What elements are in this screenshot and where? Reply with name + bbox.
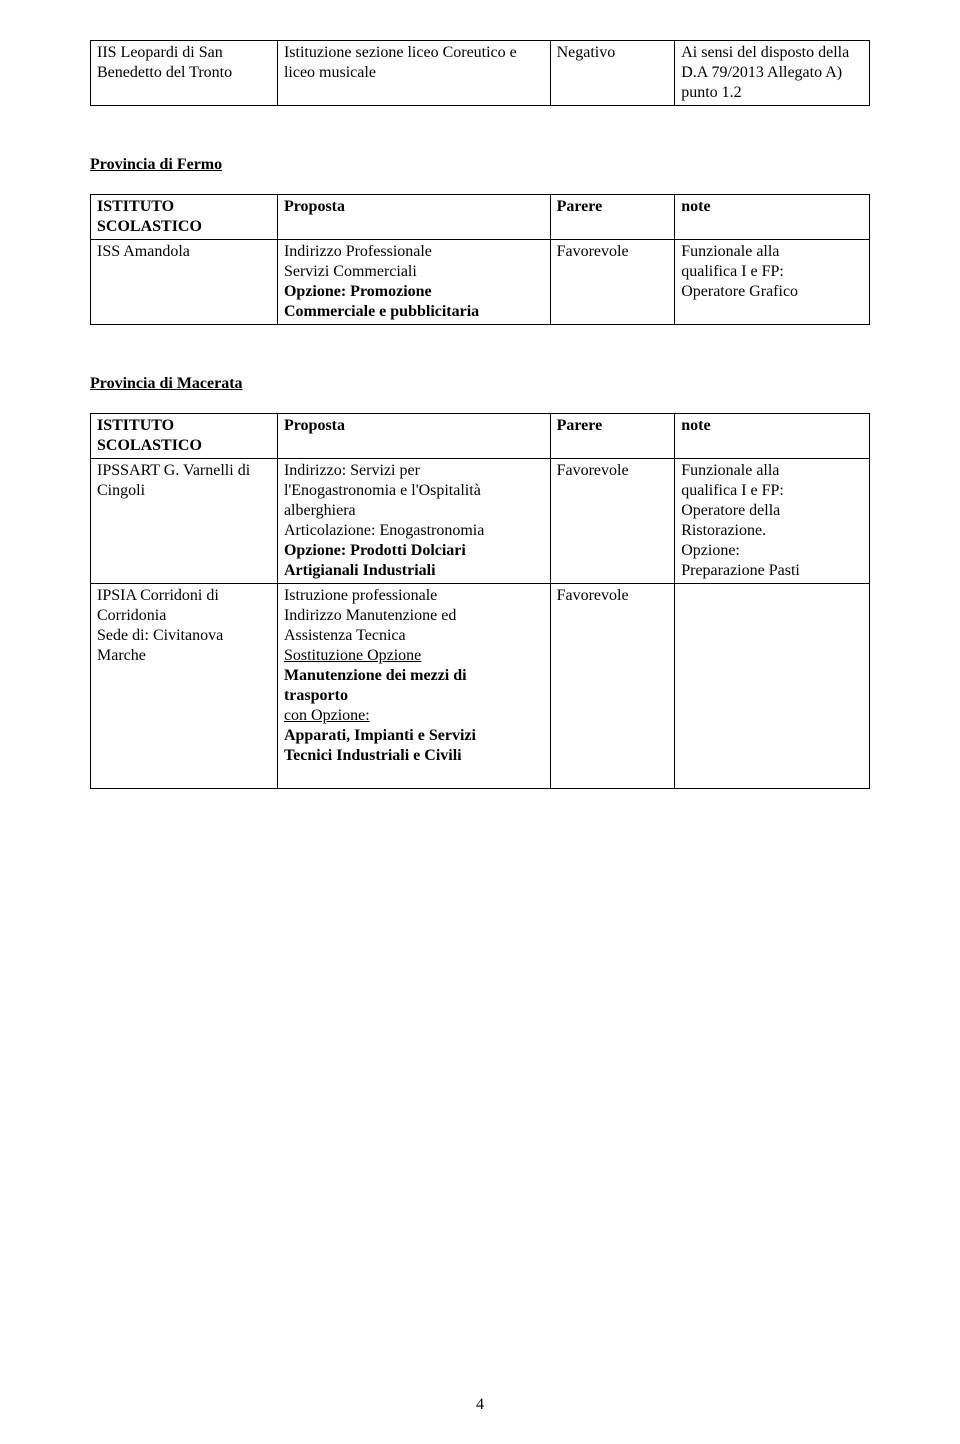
text-bold: Apparati, Impianti e Servizi [284,727,476,744]
cell-note: Funzionale alla qualifica I e FP: Operat… [675,240,870,325]
table-header-row: ISTITUTO SCOLASTICO Proposta Parere note [91,195,870,240]
cell-institute: ISS Amandola [91,240,278,325]
text-line: Preparazione Pasti [681,562,800,579]
header-note: note [675,195,870,240]
header-label: Parere [557,417,603,434]
header-parere: Parere [550,195,675,240]
text-line: Opzione: [681,542,740,559]
cell-proposta: Istituzione sezione liceo Coreutico e li… [277,41,550,106]
heading-macerata: Provincia di Macerata [90,375,870,393]
text-line: qualifica I e FP: [681,482,784,499]
cell-note: Ai sensi del disposto della D.A 79/2013 … [675,41,870,106]
header-proposta: Proposta [277,195,550,240]
header-label: Proposta [284,198,345,215]
header-parere: Parere [550,414,675,459]
header-note: note [675,414,870,459]
text-bold: trasporto [284,687,348,704]
cell-proposta: Indirizzo Professionale Servizi Commerci… [277,240,550,325]
table-macerata: ISTITUTO SCOLASTICO Proposta Parere note… [90,413,870,789]
text-underline: con Opzione: [284,707,370,724]
text-line: Indirizzo: Servizi per [284,462,420,479]
text-bold: Opzione: Promozione [284,283,432,300]
text-line: qualifica I e FP: [681,263,784,280]
cell-institute: IPSSART G. Varnelli di Cingoli [91,459,278,584]
header-label: Proposta [284,417,345,434]
text-line: Ristorazione. [681,522,766,539]
cell-proposta: Indirizzo: Servizi per l'Enogastronomia … [277,459,550,584]
text-underline: Sostituzione Opzione [284,647,421,664]
text-line: Operatore Grafico [681,283,798,300]
text-line: Indirizzo Professionale [284,243,432,260]
cell-note [675,584,870,789]
text-line: Funzionale alla [681,243,779,260]
text-line: Indirizzo Manutenzione ed [284,607,456,624]
header-istituto: ISTITUTO SCOLASTICO [91,195,278,240]
heading-fermo: Provincia di Fermo [90,156,870,174]
page: IIS Leopardi di San Benedetto del Tronto… [0,0,960,1444]
text-bold: Opzione: Prodotti Dolciari [284,542,466,559]
cell-proposta: Istruzione professionale Indirizzo Manut… [277,584,550,789]
table-row: IPSIA Corridoni di Corridonia Sede di: C… [91,584,870,789]
page-number: 4 [0,1396,960,1414]
table-row: IPSSART G. Varnelli di Cingoli Indirizzo… [91,459,870,584]
table-row: ISS Amandola Indirizzo Professionale Ser… [91,240,870,325]
text-line: Istruzione professionale [284,587,437,604]
cell-institute: IIS Leopardi di San Benedetto del Tronto [91,41,278,106]
cell-parere: Negativo [550,41,675,106]
header-istituto: ISTITUTO SCOLASTICO [91,414,278,459]
text-line: Articolazione: Enogastronomia [284,522,484,539]
table-header-row: ISTITUTO SCOLASTICO Proposta Parere note [91,414,870,459]
header-label: Parere [557,198,603,215]
text-bold: Commerciale e pubblicitaria [284,303,479,320]
header-proposta: Proposta [277,414,550,459]
cell-parere: Favorevole [550,240,675,325]
header-label: note [681,198,710,215]
text-bold: Manutenzione dei mezzi di [284,667,467,684]
text-line: Operatore della [681,502,780,519]
header-label: note [681,417,710,434]
cell-parere: Favorevole [550,584,675,789]
cell-parere: Favorevole [550,459,675,584]
text-line: l'Enogastronomia e l'Ospitalità [284,482,481,499]
text-bold: Artigianali Industriali [284,562,436,579]
text-bold: Tecnici Industriali e Civili [284,747,462,764]
table-row: IIS Leopardi di San Benedetto del Tronto… [91,41,870,106]
table-top: IIS Leopardi di San Benedetto del Tronto… [90,40,870,106]
text-line: Servizi Commerciali [284,263,417,280]
text-line: Assistenza Tecnica [284,627,406,644]
text-line: alberghiera [284,502,356,519]
cell-note: Funzionale alla qualifica I e FP: Operat… [675,459,870,584]
text-line: Funzionale alla [681,462,779,479]
header-label: ISTITUTO SCOLASTICO [97,417,202,454]
table-fermo: ISTITUTO SCOLASTICO Proposta Parere note… [90,194,870,325]
header-label: ISTITUTO SCOLASTICO [97,198,202,235]
cell-institute: IPSIA Corridoni di Corridonia Sede di: C… [91,584,278,789]
